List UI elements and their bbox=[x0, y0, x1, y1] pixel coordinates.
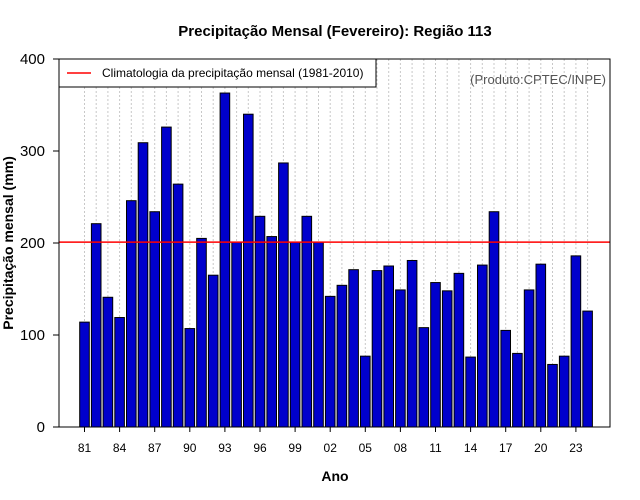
bar-98 bbox=[278, 162, 289, 428]
bar-94 bbox=[231, 241, 242, 428]
bar-23 bbox=[570, 255, 582, 428]
x-tick-label-17: 17 bbox=[499, 441, 513, 455]
y-tick-label: 100 bbox=[20, 327, 45, 344]
x-tick-label-02: 02 bbox=[324, 441, 338, 455]
x-tick-label-81: 81 bbox=[78, 441, 92, 455]
credit-text: (Produto:CPTEC/INPE) bbox=[470, 72, 606, 87]
x-tick-label-20: 20 bbox=[534, 441, 548, 455]
bar-06 bbox=[371, 270, 383, 428]
x-tick-label-96: 96 bbox=[253, 441, 267, 455]
bar-03 bbox=[336, 284, 348, 428]
x-axis: 81 84 87 90 93 96 99 02 05 08 11 14 17 20 23 bbox=[78, 427, 583, 455]
bar-99 bbox=[289, 241, 301, 428]
y-tick-label: 200 bbox=[20, 235, 45, 252]
bar-86 bbox=[137, 142, 149, 428]
bar-02 bbox=[324, 295, 336, 428]
legend-box bbox=[58, 58, 377, 88]
y-tick-label: 0 bbox=[37, 419, 45, 436]
bar-89 bbox=[172, 183, 184, 428]
bar-13 bbox=[453, 272, 465, 428]
bar-88 bbox=[161, 126, 172, 428]
y-tick-label: 400 bbox=[20, 51, 45, 68]
legend: Climatologia da precipitação mensal (198… bbox=[58, 58, 377, 88]
x-tick-label-84: 84 bbox=[113, 441, 127, 455]
bars bbox=[79, 92, 593, 428]
bar-95 bbox=[243, 113, 254, 428]
bar-11 bbox=[430, 282, 441, 428]
bar-14 bbox=[465, 356, 476, 428]
bar-17 bbox=[500, 329, 511, 428]
x-tick-label-14: 14 bbox=[464, 441, 478, 455]
bar-87 bbox=[149, 211, 160, 428]
bar-16 bbox=[488, 211, 500, 428]
bar-04 bbox=[348, 269, 359, 428]
bar-81 bbox=[79, 321, 90, 428]
bar-90 bbox=[184, 328, 196, 428]
bar-18 bbox=[512, 352, 523, 428]
x-tick-label-90: 90 bbox=[183, 441, 197, 455]
chart-title: Precipitação Mensal (Fevereiro): Região … bbox=[178, 23, 491, 40]
bar-24 bbox=[582, 310, 593, 428]
bar-93 bbox=[219, 92, 231, 428]
bar-15 bbox=[477, 264, 488, 428]
bar-82 bbox=[90, 223, 102, 428]
bar-22 bbox=[558, 355, 570, 428]
bar-20 bbox=[535, 263, 547, 428]
bar-10 bbox=[418, 327, 430, 428]
y-axis-title: Precipitação mensal (mm) bbox=[0, 156, 16, 330]
x-tick-label-05: 05 bbox=[359, 441, 373, 455]
bar-97 bbox=[266, 236, 277, 428]
x-tick-label-08: 08 bbox=[394, 441, 408, 455]
bar-19 bbox=[523, 289, 535, 428]
bar-00 bbox=[301, 215, 313, 428]
bar-91 bbox=[196, 237, 207, 428]
bar-05 bbox=[360, 355, 371, 428]
x-tick-label-87: 87 bbox=[148, 441, 162, 455]
bar-96 bbox=[254, 215, 266, 428]
bar-01 bbox=[313, 241, 324, 428]
y-axis: 0 100 200 300 400 bbox=[20, 51, 59, 436]
y-tick-label: 300 bbox=[20, 143, 45, 160]
x-tick-label-11: 11 bbox=[429, 441, 442, 455]
bar-21 bbox=[547, 363, 558, 428]
bar-84 bbox=[114, 317, 125, 428]
x-tick-label-93: 93 bbox=[218, 441, 232, 455]
bar-83 bbox=[102, 296, 114, 428]
bar-07 bbox=[383, 265, 394, 428]
bar-12 bbox=[441, 290, 453, 428]
x-tick-label-99: 99 bbox=[288, 441, 302, 455]
x-axis-title: Ano bbox=[321, 468, 348, 484]
bar-92 bbox=[207, 274, 219, 428]
legend-label: Climatologia da precipitação mensal (198… bbox=[102, 66, 363, 80]
bar-85 bbox=[126, 200, 137, 428]
bar-08 bbox=[395, 289, 406, 428]
x-tick-label-23: 23 bbox=[569, 441, 583, 455]
bar-09 bbox=[406, 259, 418, 428]
